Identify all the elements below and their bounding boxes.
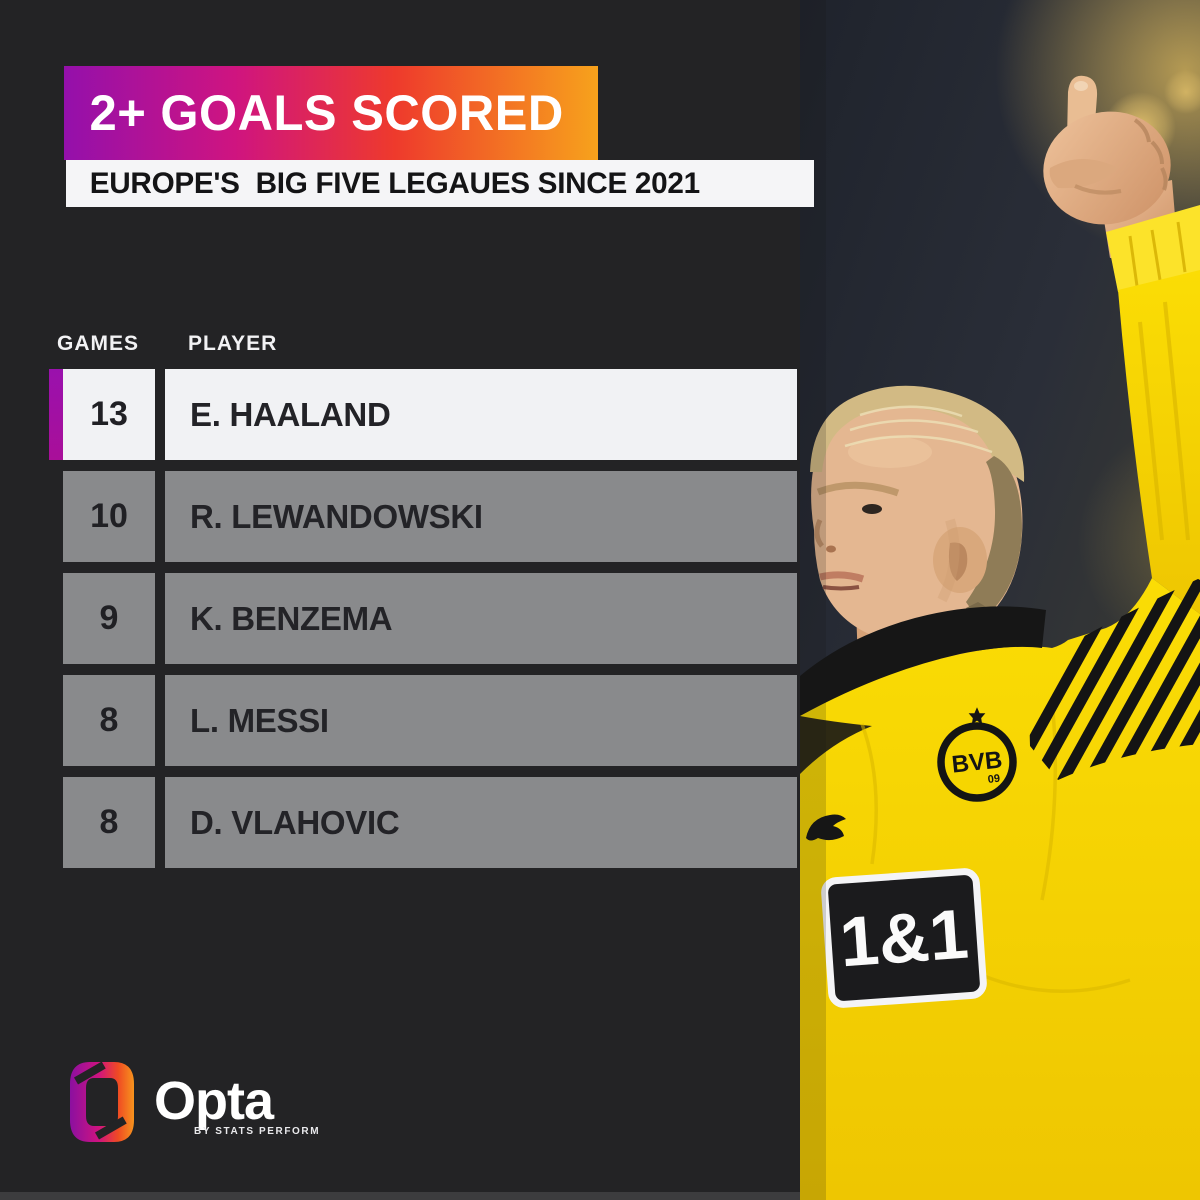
brand-footer: Opta BY STATS PERFORM — [70, 1062, 390, 1152]
brand-name: Opta — [154, 1071, 274, 1131]
player-head — [810, 385, 1025, 692]
opta-logo-icon — [70, 1062, 134, 1142]
jersey-sleeve — [1106, 205, 1200, 614]
table-row: 10 R. LEWANDOWSKI — [0, 471, 800, 562]
bvb-crest-icon: BVB 09 — [937, 722, 1017, 802]
svg-text:BVB: BVB — [950, 746, 1003, 778]
table-row: 8 D. VLAHOVIC — [0, 777, 800, 868]
crest-star-icon — [968, 707, 986, 725]
subtitle-bar: EUROPE'S BIG FIVE LEGAUES SINCE 2021 — [66, 160, 814, 207]
player-photo: BVB 09 1&1 — [800, 0, 1200, 1200]
player-name: R. LEWANDOWSKI — [165, 471, 797, 562]
player-name: D. VLAHOVIC — [165, 777, 797, 868]
games-value: 8 — [63, 777, 155, 868]
svg-text:09: 09 — [987, 773, 1000, 786]
svg-text:1&1: 1&1 — [837, 895, 971, 982]
games-column-header: GAMES — [57, 332, 140, 355]
table-row: 9 K. BENZEMA — [0, 573, 800, 664]
jersey-sponsor-badge: 1&1 — [821, 868, 987, 1008]
title-banner: 2+ GOALS SCORED — [64, 66, 598, 160]
bottom-strip — [0, 1192, 800, 1200]
pointing-hand-icon — [1043, 75, 1178, 258]
brand-subtext: BY STATS PERFORM — [194, 1126, 321, 1137]
table-row: 13 E. HAALAND — [0, 369, 800, 460]
games-value: 8 — [63, 675, 155, 766]
player-name: K. BENZEMA — [165, 573, 797, 664]
jersey-collar — [800, 606, 1046, 716]
page-subtitle: EUROPE'S BIG FIVE LEGAUES SINCE 2021 — [89, 166, 700, 200]
table-row: 8 L. MESSI — [0, 675, 800, 766]
games-value: 9 — [63, 573, 155, 664]
player-name: E. HAALAND — [165, 369, 797, 460]
player-photo-art: BVB 09 1&1 — [800, 0, 1200, 1200]
player-column-header: PLAYER — [188, 332, 278, 355]
jersey-torso — [800, 578, 1200, 1200]
highlight-accent-bar — [49, 369, 63, 460]
games-value: 10 — [63, 471, 155, 562]
player-name: L. MESSI — [165, 675, 797, 766]
games-value: 13 — [63, 369, 155, 460]
puma-logo-icon — [806, 814, 846, 841]
page-title: 2+ GOALS SCORED — [89, 85, 564, 141]
